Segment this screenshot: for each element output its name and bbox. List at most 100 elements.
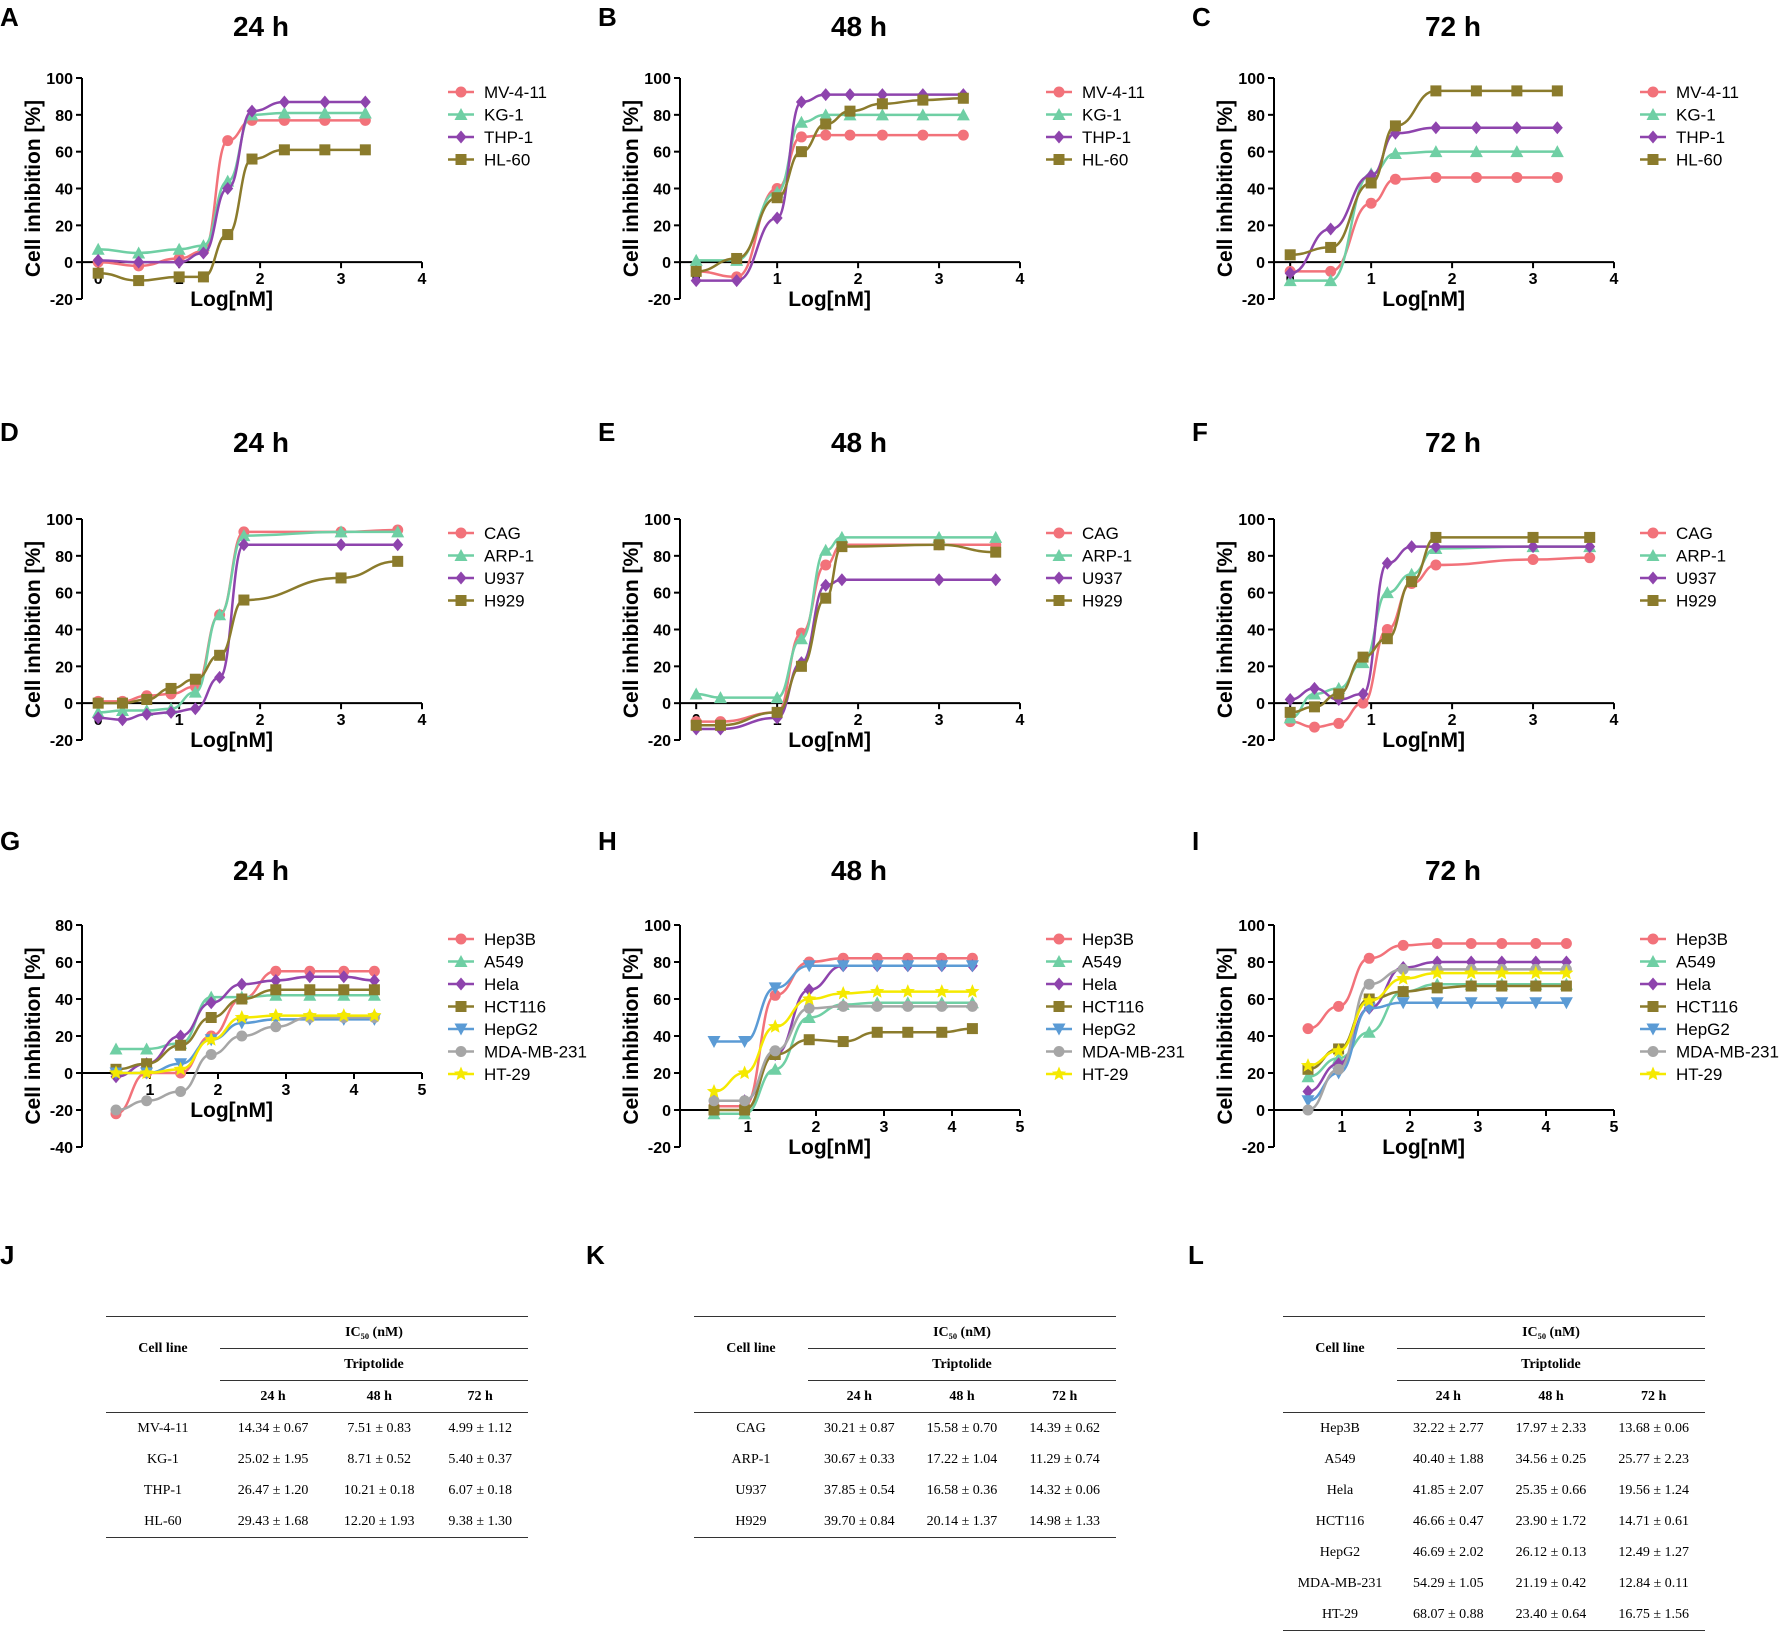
- data-point: [1302, 1104, 1314, 1116]
- y-tick-label: 20: [55, 1029, 73, 1046]
- data-point: [795, 131, 807, 143]
- data-point: [803, 983, 815, 997]
- data-point: [1365, 197, 1377, 209]
- data-point: [1430, 997, 1444, 1010]
- y-tick-label: 60: [653, 992, 671, 1009]
- data-point: [1551, 85, 1563, 97]
- legend: Hep3B A549 Hela HCT116 HepG2 MDA-MB-231 HT-29: [1640, 930, 1779, 1084]
- series-line: [1290, 545, 1590, 701]
- data-point: [140, 1042, 154, 1055]
- y-tick-label: 100: [1238, 512, 1265, 529]
- y-tick-label: 40: [653, 1029, 671, 1046]
- series-u937: [1284, 540, 1596, 706]
- data-point: [175, 1086, 187, 1097]
- data-point: [189, 702, 201, 716]
- y-axis-title: Cell inhibition [%]: [620, 947, 643, 1124]
- ic50-value: 11.29 ± 0.74: [1029, 1451, 1100, 1467]
- data-point: [820, 88, 832, 102]
- series-u937: [92, 538, 404, 727]
- y-tick-label: 80: [1247, 108, 1265, 125]
- x-axis-title: Log[nM]: [788, 1136, 871, 1159]
- data-point: [739, 1104, 751, 1116]
- x-tick-label: 5: [1610, 1119, 1619, 1136]
- chart-title: 24 h: [233, 11, 289, 42]
- series-line: [1307, 968, 1567, 1112]
- data-point: [1300, 1058, 1316, 1072]
- panel-letter: G: [0, 826, 20, 856]
- x-tick-label: 2: [1406, 1119, 1415, 1136]
- data-point: [802, 1011, 816, 1023]
- y-tick-label: 80: [653, 108, 671, 125]
- cell-line-name: KG-1: [147, 1451, 179, 1467]
- data-point: [965, 984, 980, 998]
- data-point: [768, 1062, 782, 1075]
- table-header-ic50: IC₅₀ (nM): [807, 1316, 1116, 1349]
- panel-letter: F: [1192, 417, 1208, 447]
- data-point: [1470, 85, 1482, 97]
- cell-line-name: U937: [735, 1482, 767, 1498]
- ic50-value: 46.66 ± 0.47: [1412, 1513, 1484, 1529]
- table-header-ic50: IC₅₀ (nM): [1396, 1316, 1705, 1349]
- y-tick-label: 80: [55, 108, 73, 125]
- table-row: KG-1 25.02 ± 1.95 8.71 ± 0.52 5.40 ± 0.37: [106, 1444, 528, 1475]
- legend: CAG ARP-1 U937 H929: [448, 524, 534, 611]
- legend-label: H929: [1082, 592, 1123, 611]
- data-point: [933, 573, 945, 587]
- y-axis-title: Cell inhibition [%]: [22, 541, 45, 718]
- x-tick-label: 1: [1367, 712, 1376, 729]
- data-point: [238, 538, 250, 552]
- data-point: [957, 129, 969, 141]
- data-point: [1301, 1070, 1315, 1083]
- y-tick-label: -20: [50, 1103, 73, 1120]
- legend-marker: [1647, 1046, 1659, 1057]
- data-point: [738, 1036, 752, 1049]
- data-point: [1430, 85, 1442, 97]
- y-tick-label: 20: [653, 659, 671, 676]
- series-u937: [690, 573, 1002, 736]
- legend-marker: [1053, 933, 1065, 945]
- data-point: [1333, 1000, 1345, 1012]
- legend-label: U937: [1082, 569, 1123, 588]
- x-tick-label: 4: [1016, 271, 1025, 288]
- legend-marker: [1647, 933, 1659, 945]
- data-point: [876, 129, 888, 141]
- data-point: [1431, 982, 1443, 994]
- data-point: [213, 608, 227, 621]
- data-point: [837, 1036, 849, 1048]
- y-tick-label: 60: [653, 145, 671, 162]
- legend-marker: [455, 1001, 467, 1012]
- data-point: [966, 1023, 978, 1035]
- data-point: [1396, 997, 1410, 1010]
- series-arp-1: [689, 530, 1003, 704]
- data-point: [238, 594, 250, 606]
- data-point: [270, 974, 282, 987]
- data-point: [318, 106, 332, 119]
- ic50-value: 14.32 ± 0.06: [1029, 1482, 1100, 1498]
- data-point: [172, 242, 186, 255]
- data-point: [1494, 965, 1509, 980]
- chart-title: 72 h: [1425, 427, 1481, 458]
- data-point: [246, 104, 258, 118]
- series-cag: [1284, 552, 1596, 733]
- data-point: [769, 989, 781, 1001]
- legend-label: Hep3B: [1082, 930, 1134, 949]
- data-point: [1333, 717, 1345, 729]
- chart-title: 48 h: [831, 855, 887, 886]
- ic50-table-L: Cell line IC₅₀ (nM) Triptolide 24 h 48 h…: [1283, 1316, 1705, 1631]
- data-point: [141, 693, 153, 705]
- ic50-value: 17.22 ± 1.04: [926, 1451, 998, 1467]
- chart-I: I 72 h -20 0 20 40 60 80 100 1 2 3 4 5 Log[nM] Cell inh…: [1192, 826, 1779, 1159]
- table-header-72h: 72 h: [432, 1380, 528, 1413]
- legend-label: KG-1: [484, 106, 524, 125]
- data-point: [871, 1000, 883, 1012]
- data-point: [844, 88, 856, 102]
- legend-label: CAG: [484, 524, 521, 543]
- data-point: [690, 274, 702, 288]
- legend-label: CAG: [1676, 524, 1713, 543]
- y-tick-label: 0: [1256, 696, 1265, 713]
- data-point: [92, 711, 104, 725]
- ic50-value: 40.40 ± 1.88: [1412, 1451, 1484, 1467]
- legend-label: A549: [1082, 953, 1122, 972]
- data-point: [338, 970, 350, 984]
- y-tick-label: 80: [55, 549, 73, 566]
